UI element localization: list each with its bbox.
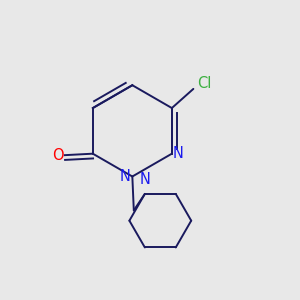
Text: N: N (120, 169, 130, 184)
Text: N: N (140, 172, 150, 188)
Text: N: N (173, 146, 184, 161)
Text: Cl: Cl (197, 76, 212, 91)
Text: O: O (52, 148, 64, 163)
